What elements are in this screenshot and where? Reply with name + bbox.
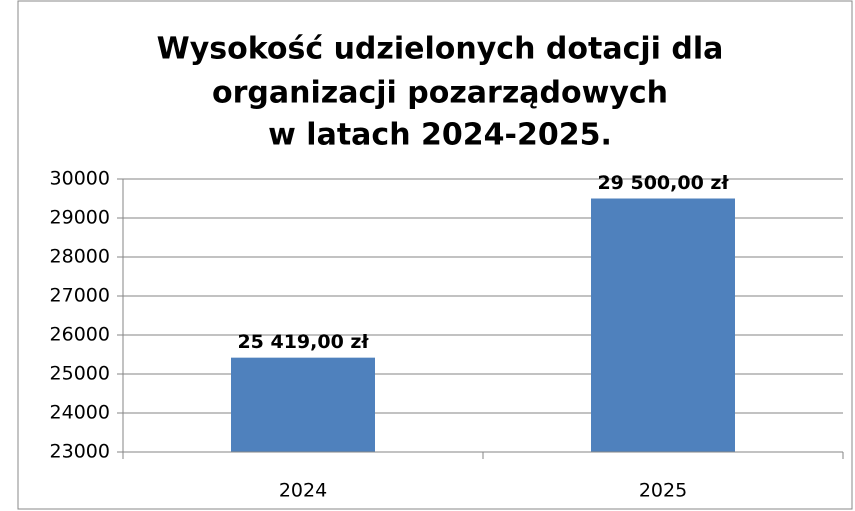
data-label: 25 419,00 zł — [237, 331, 369, 353]
y-tick-label: 29000 — [50, 207, 110, 229]
y-tick-label: 28000 — [50, 246, 110, 268]
y-tick-label: 27000 — [50, 285, 110, 307]
y-tick-label: 23000 — [50, 441, 110, 463]
chart-title: Wysokość udzielonych dotacji dla — [157, 32, 724, 67]
x-tick-label: 2025 — [639, 480, 687, 502]
bar — [231, 357, 375, 452]
y-tick-label: 24000 — [50, 402, 110, 424]
data-label: 29 500,00 zł — [597, 172, 729, 194]
chart-title: w latach 2024-2025. — [268, 118, 612, 153]
y-tick-label: 26000 — [50, 324, 110, 346]
bar — [591, 198, 735, 452]
x-tick-label: 2024 — [279, 480, 327, 502]
chart-title: organizacji pozarządowych — [212, 76, 668, 111]
y-tick-label: 30000 — [50, 168, 110, 190]
y-tick-label: 25000 — [50, 363, 110, 385]
